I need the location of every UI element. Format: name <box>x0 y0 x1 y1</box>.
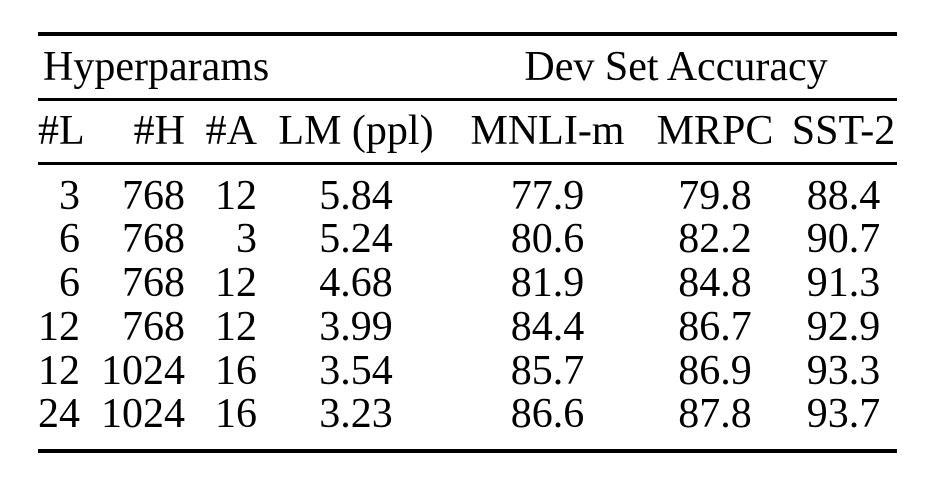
ablation-results-table: Hyperparams Dev Set Accuracy #L #H #A LM… <box>38 32 898 453</box>
table-cell: 12 <box>38 303 80 350</box>
table-cell: 3.23 <box>319 390 393 437</box>
table-cell: 3.99 <box>319 303 393 350</box>
table-cell: 5.24 <box>319 215 393 262</box>
col-header-hidden-size: #H <box>80 99 185 165</box>
table-cell: 79.8 <box>678 172 752 219</box>
table-cell: 81.9 <box>510 259 585 306</box>
col-header-lm-ppl: LM (ppl) <box>257 99 455 165</box>
group-header-row: Hyperparams Dev Set Accuracy <box>38 34 898 101</box>
table-row: 24 1024 16 3.23 86.6 87.8 93.7 <box>38 393 897 451</box>
table-cell: 92.9 <box>806 303 881 350</box>
table-cell: 82.2 <box>678 215 752 262</box>
table-cell: 768 <box>122 172 185 219</box>
table-cell: 24 <box>38 390 80 437</box>
table-cell: 85.7 <box>510 347 585 394</box>
table-cell: 93.3 <box>806 347 881 394</box>
col-header-num-layers: #L <box>38 99 85 165</box>
table-cell: 3.54 <box>319 347 393 394</box>
table-cell: 12 <box>215 259 257 306</box>
col-header-mrpc: MRPC <box>640 99 790 165</box>
table-cell: 86.6 <box>510 390 585 437</box>
table-cell: 1024 <box>101 390 185 437</box>
table-cell: 86.9 <box>678 347 752 394</box>
column-header-row: #L #H #A LM (ppl) MNLI-m MRPC SST-2 <box>38 99 898 165</box>
table-row: 12 768 12 3.99 84.4 86.7 92.9 <box>38 305 897 349</box>
table-cell: 768 <box>122 215 185 262</box>
col-header-mnli-m: MNLI-m <box>455 99 640 165</box>
table-cell: 86.7 <box>678 303 752 350</box>
col-header-sst2: SST-2 <box>790 99 898 165</box>
table-cell: 93.7 <box>806 390 881 437</box>
table-cell: 12 <box>215 172 257 219</box>
table-cell: 5.84 <box>319 172 393 219</box>
table-cell: 16 <box>215 390 257 437</box>
table-cell: 87.8 <box>678 390 752 437</box>
table-cell: 768 <box>122 259 185 306</box>
table-cell: 12 <box>215 303 257 350</box>
table-cell: 84.4 <box>510 303 585 350</box>
table-cell: 768 <box>122 303 185 350</box>
table-row: 6 768 12 4.68 81.9 84.8 91.3 <box>38 261 897 305</box>
table-cell: 90.7 <box>806 215 881 262</box>
table-cell: 6 <box>59 259 80 306</box>
table-cell: 6 <box>59 215 80 262</box>
table-cell: 88.4 <box>806 172 881 219</box>
table-cell: 4.68 <box>319 259 393 306</box>
table-cell: 84.8 <box>678 259 752 306</box>
group-header-dev-set-accuracy: Dev Set Accuracy <box>455 34 898 101</box>
col-header-attn-heads: #A <box>185 99 257 165</box>
table-cell: 3 <box>59 172 80 219</box>
table-row: 6 768 3 5.24 80.6 82.2 90.7 <box>38 217 897 261</box>
group-header-hyperparams: Hyperparams <box>38 34 455 101</box>
table-cell: 1024 <box>101 347 185 394</box>
table-row: 3 768 12 5.84 77.9 79.8 88.4 <box>38 163 897 217</box>
table-cell: 80.6 <box>510 215 585 262</box>
table-cell: 12 <box>38 347 80 394</box>
table-row: 12 1024 16 3.54 85.7 86.9 93.3 <box>38 349 897 393</box>
table-cell: 77.9 <box>510 172 585 219</box>
table-cell: 91.3 <box>806 259 881 306</box>
table-cell: 16 <box>215 347 257 394</box>
table-cell: 3 <box>236 215 257 262</box>
